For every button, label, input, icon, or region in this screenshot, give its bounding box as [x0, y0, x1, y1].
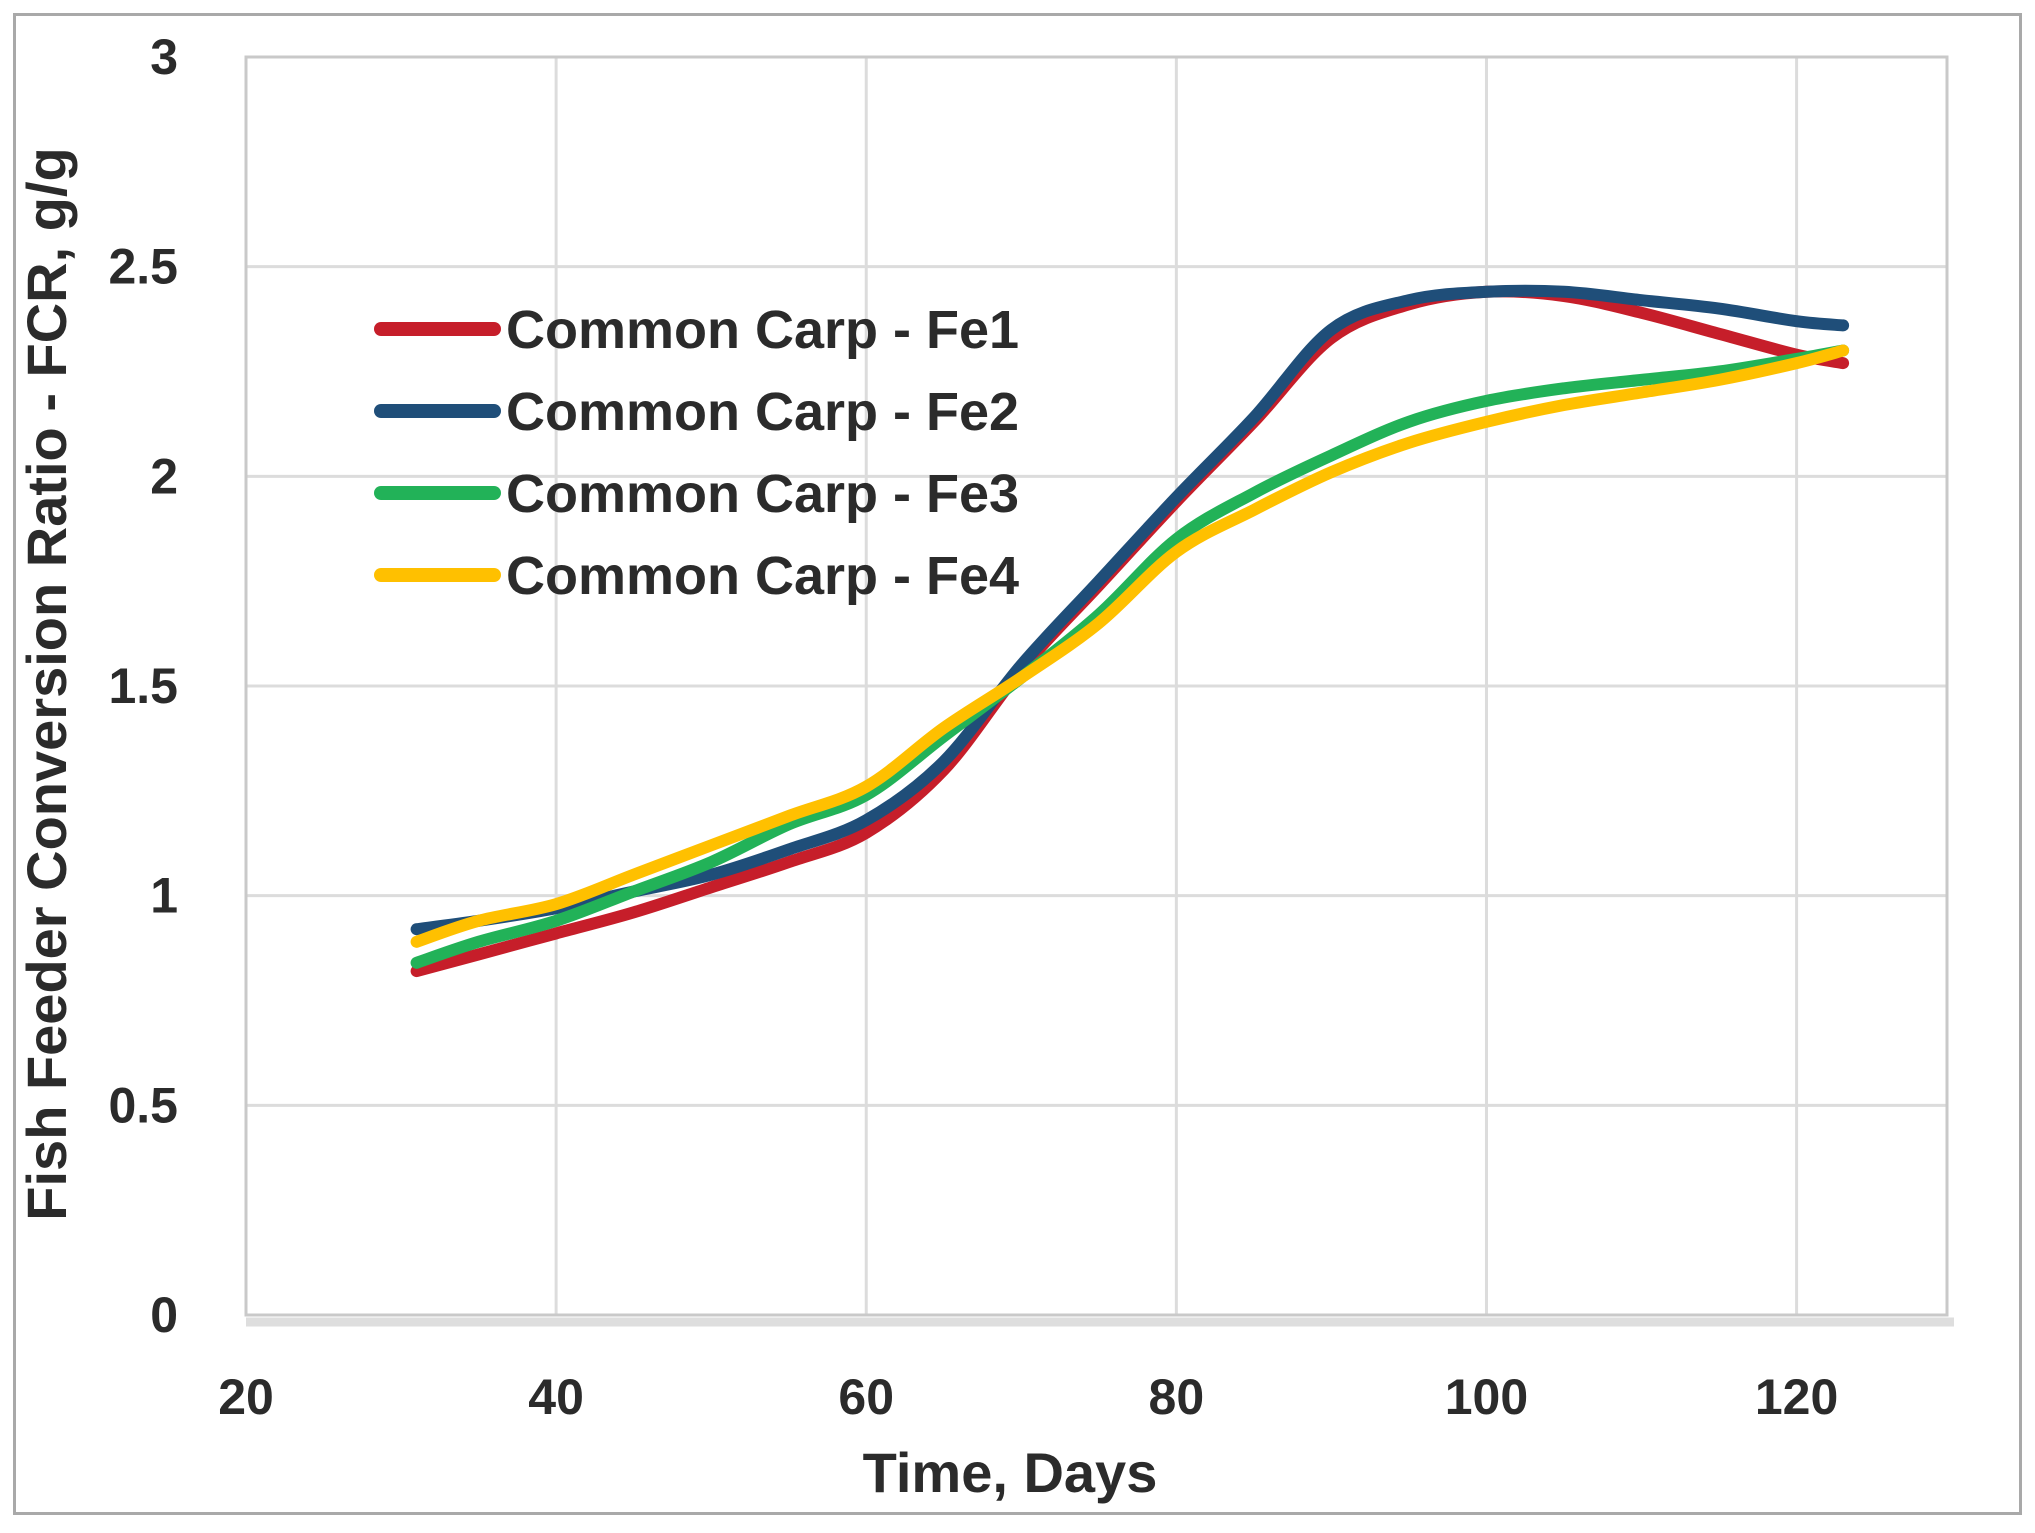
legend-item-fe3: Common Carp - Fe3: [374, 464, 1019, 524]
legend-item-fe1: Common Carp - Fe1: [374, 300, 1019, 360]
legend: Common Carp - Fe1 Common Carp - Fe2 Common…: [374, 300, 1019, 606]
gridline-layer: [244, 55, 1954, 1327]
legend-label-fe2: Common Carp - Fe2: [506, 382, 1019, 442]
y-tick-label-1: 1: [150, 868, 178, 924]
x-tick-label-80: 80: [1149, 1369, 1205, 1425]
series-line-fe4: [410, 344, 1850, 948]
y-tick-label-3: 3: [150, 29, 178, 85]
y-tick-label-0.5: 0.5: [108, 1077, 178, 1133]
y-tick-label-1.5: 1.5: [108, 658, 178, 714]
legend-label-fe1: Common Carp - Fe1: [506, 300, 1019, 360]
series-layer: [410, 284, 1850, 978]
plot-border: [244, 55, 1949, 1317]
outer-frame: [13, 13, 2022, 1515]
y-tick-label-2.5: 2.5: [108, 239, 178, 295]
legend-label-fe3: Common Carp - Fe3: [506, 464, 1019, 524]
x-axis-title: Time, Days: [863, 1441, 1158, 1504]
legend-label-fe4: Common Carp - Fe4: [506, 546, 1019, 606]
x-tick-label-20: 20: [218, 1369, 274, 1425]
x-tick-label-120: 120: [1755, 1369, 1838, 1425]
legend-item-fe4: Common Carp - Fe4: [374, 546, 1019, 606]
y-tick-label-0: 0: [150, 1287, 178, 1343]
series-line-fe3: [410, 344, 1850, 969]
x-tick-label-100: 100: [1445, 1369, 1528, 1425]
tick-label-layer: 0 0.5 1 1.5 2 2.5 3 20 40 60 80 100 120: [108, 29, 1838, 1425]
y-tick-label-2: 2: [150, 448, 178, 504]
legend-item-fe2: Common Carp - Fe2: [374, 382, 1019, 442]
y-axis-title: Fish Feeder Conversion Ratio - FCR, g/g: [15, 147, 78, 1220]
x-tick-label-60: 60: [838, 1369, 894, 1425]
x-tick-label-40: 40: [528, 1369, 584, 1425]
